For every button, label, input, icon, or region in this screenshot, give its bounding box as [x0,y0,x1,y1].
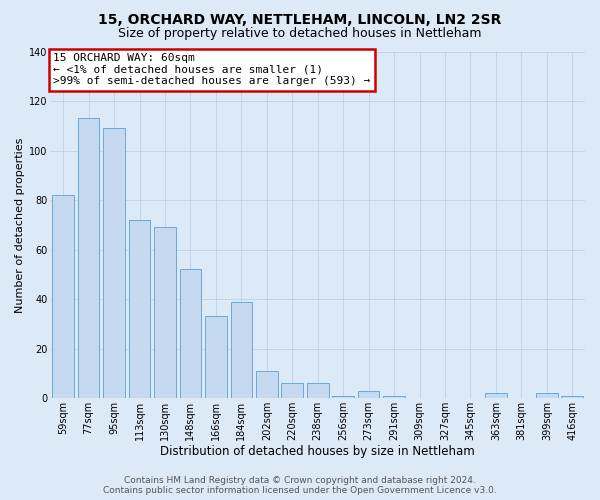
Text: Contains HM Land Registry data © Crown copyright and database right 2024.
Contai: Contains HM Land Registry data © Crown c… [103,476,497,495]
Bar [205,316,227,398]
Bar [129,220,151,398]
X-axis label: Distribution of detached houses by size in Nettleham: Distribution of detached houses by size … [160,444,475,458]
Bar [179,270,201,398]
Text: Size of property relative to detached houses in Nettleham: Size of property relative to detached ho… [118,28,482,40]
Bar [358,391,379,398]
Y-axis label: Number of detached properties: Number of detached properties [15,137,25,312]
Bar [562,396,583,398]
Text: 15 ORCHARD WAY: 60sqm
← <1% of detached houses are smaller (1)
>99% of semi-deta: 15 ORCHARD WAY: 60sqm ← <1% of detached … [53,53,370,86]
Bar [103,128,125,398]
Bar [536,393,557,398]
Bar [485,393,507,398]
Bar [78,118,100,398]
Bar [332,396,354,398]
Bar [256,371,278,398]
Bar [281,384,303,398]
Text: 15, ORCHARD WAY, NETTLEHAM, LINCOLN, LN2 2SR: 15, ORCHARD WAY, NETTLEHAM, LINCOLN, LN2… [98,12,502,26]
Bar [154,228,176,398]
Bar [230,302,252,398]
Bar [52,195,74,398]
Bar [383,396,405,398]
Bar [307,384,329,398]
